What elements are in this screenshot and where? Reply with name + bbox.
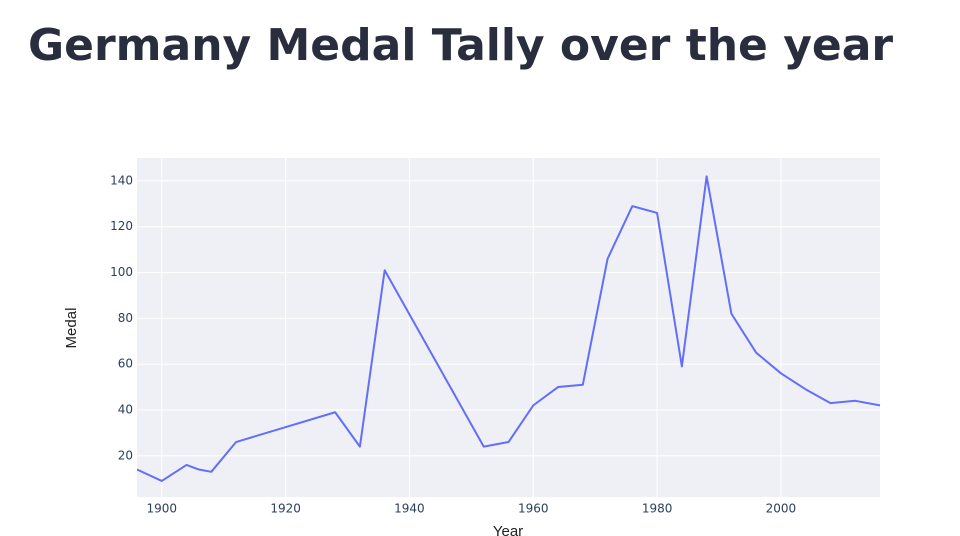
x-tick-label: 1940 xyxy=(394,502,425,516)
y-tick-label: 100 xyxy=(110,265,133,279)
y-tick-label: 80 xyxy=(118,311,133,325)
chart-title: Germany Medal Tally over the year xyxy=(28,20,893,71)
x-tick-label: 1960 xyxy=(518,502,549,516)
y-tick-label: 20 xyxy=(118,448,133,462)
x-tick-label: 2000 xyxy=(766,502,797,516)
x-axis-title: Year xyxy=(493,523,523,536)
y-tick-label: 40 xyxy=(118,402,133,416)
data-line xyxy=(136,175,881,482)
y-tick-label: 60 xyxy=(118,357,133,371)
y-tick-label: 120 xyxy=(110,219,133,233)
y-tick-label: 140 xyxy=(110,173,133,187)
plot-area xyxy=(137,158,880,497)
x-tick-label: 1980 xyxy=(642,502,673,516)
x-tick-label: 1920 xyxy=(270,502,301,516)
x-tick-label: 1900 xyxy=(146,502,177,516)
y-axis-title: Medal xyxy=(63,308,80,349)
